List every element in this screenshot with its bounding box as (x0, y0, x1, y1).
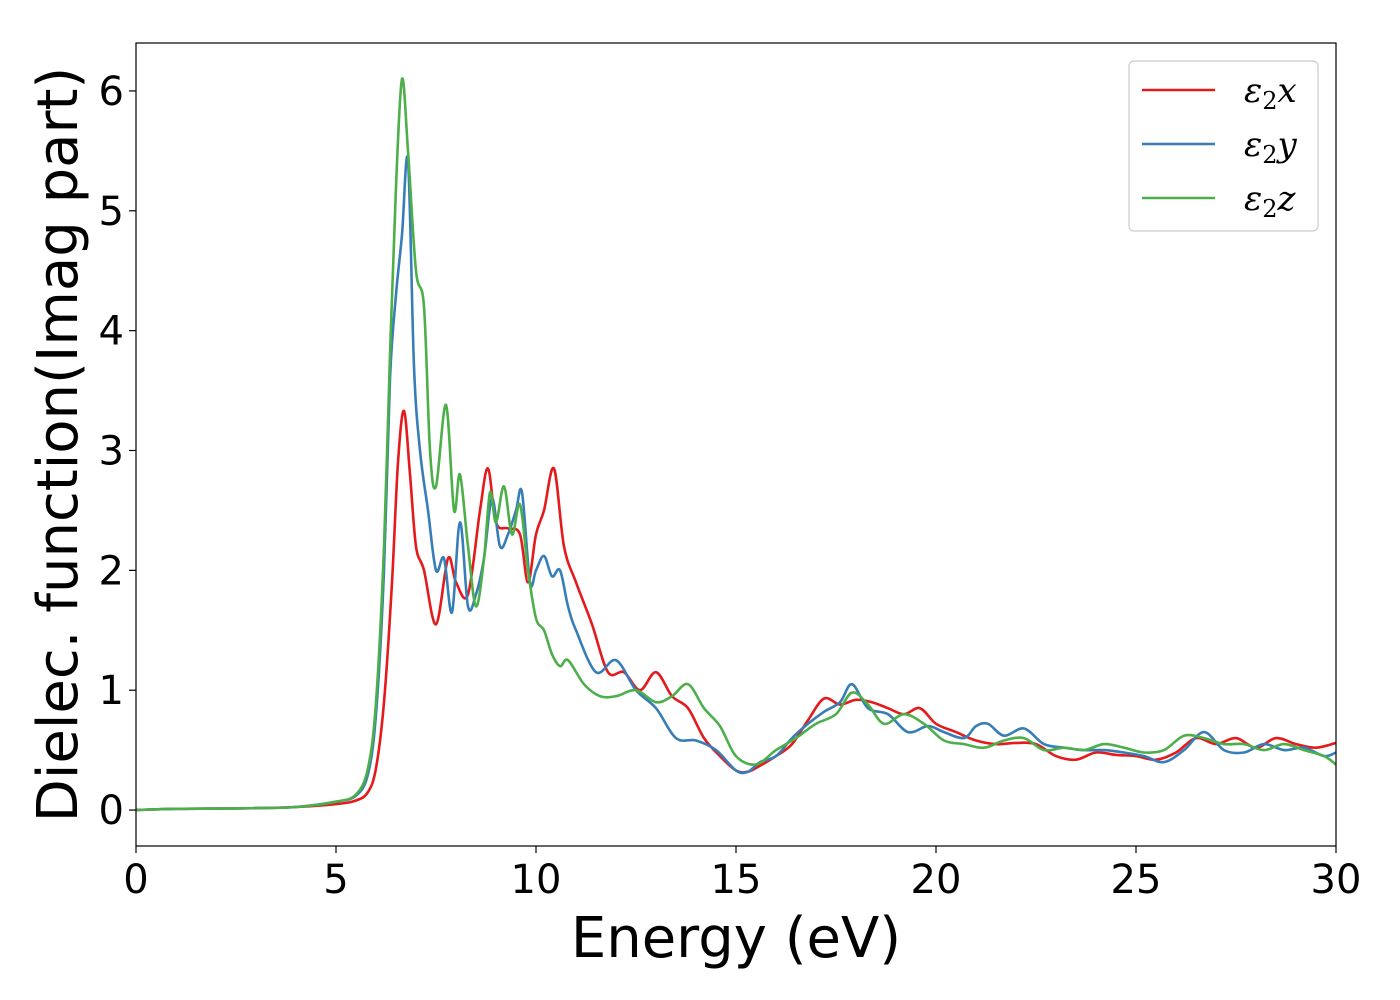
x-tick-label: 20 (911, 857, 962, 903)
y-tick-label: 2 (99, 548, 124, 594)
series-line-x (136, 409, 1336, 812)
y-tick-label: 4 (99, 309, 124, 355)
series-line-y (136, 155, 1336, 812)
legend-label: ε2x (1244, 71, 1297, 115)
y-tick-label: 0 (99, 788, 124, 834)
y-axis-title: Dielec. function(Imag part) (26, 67, 91, 823)
legend-label: ε2z (1244, 179, 1297, 223)
x-tick-label: 0 (123, 857, 148, 903)
x-axis-title: Energy (eV) (571, 906, 901, 971)
legend-box (1128, 60, 1319, 232)
x-tick-label: 25 (1111, 857, 1162, 903)
legend-label: ε2y (1244, 125, 1298, 169)
y-tick-label: 3 (99, 428, 124, 474)
series-line-z (136, 77, 1336, 812)
y-tick-label: 6 (99, 69, 124, 115)
x-tick-label: 15 (711, 857, 762, 903)
x-tick-label: 30 (1311, 857, 1362, 903)
x-tick-label: 10 (511, 857, 562, 903)
y-axis: 0 1 2 3 4 5 6 (99, 69, 136, 834)
y-tick-label: 5 (99, 189, 124, 235)
legend: ε2x ε2y ε2z (1128, 60, 1319, 232)
plot-lines (136, 77, 1336, 812)
x-axis: 0 5 10 15 20 25 30 (123, 846, 1361, 903)
x-tick-label: 5 (323, 857, 348, 903)
y-tick-label: 1 (99, 668, 124, 714)
